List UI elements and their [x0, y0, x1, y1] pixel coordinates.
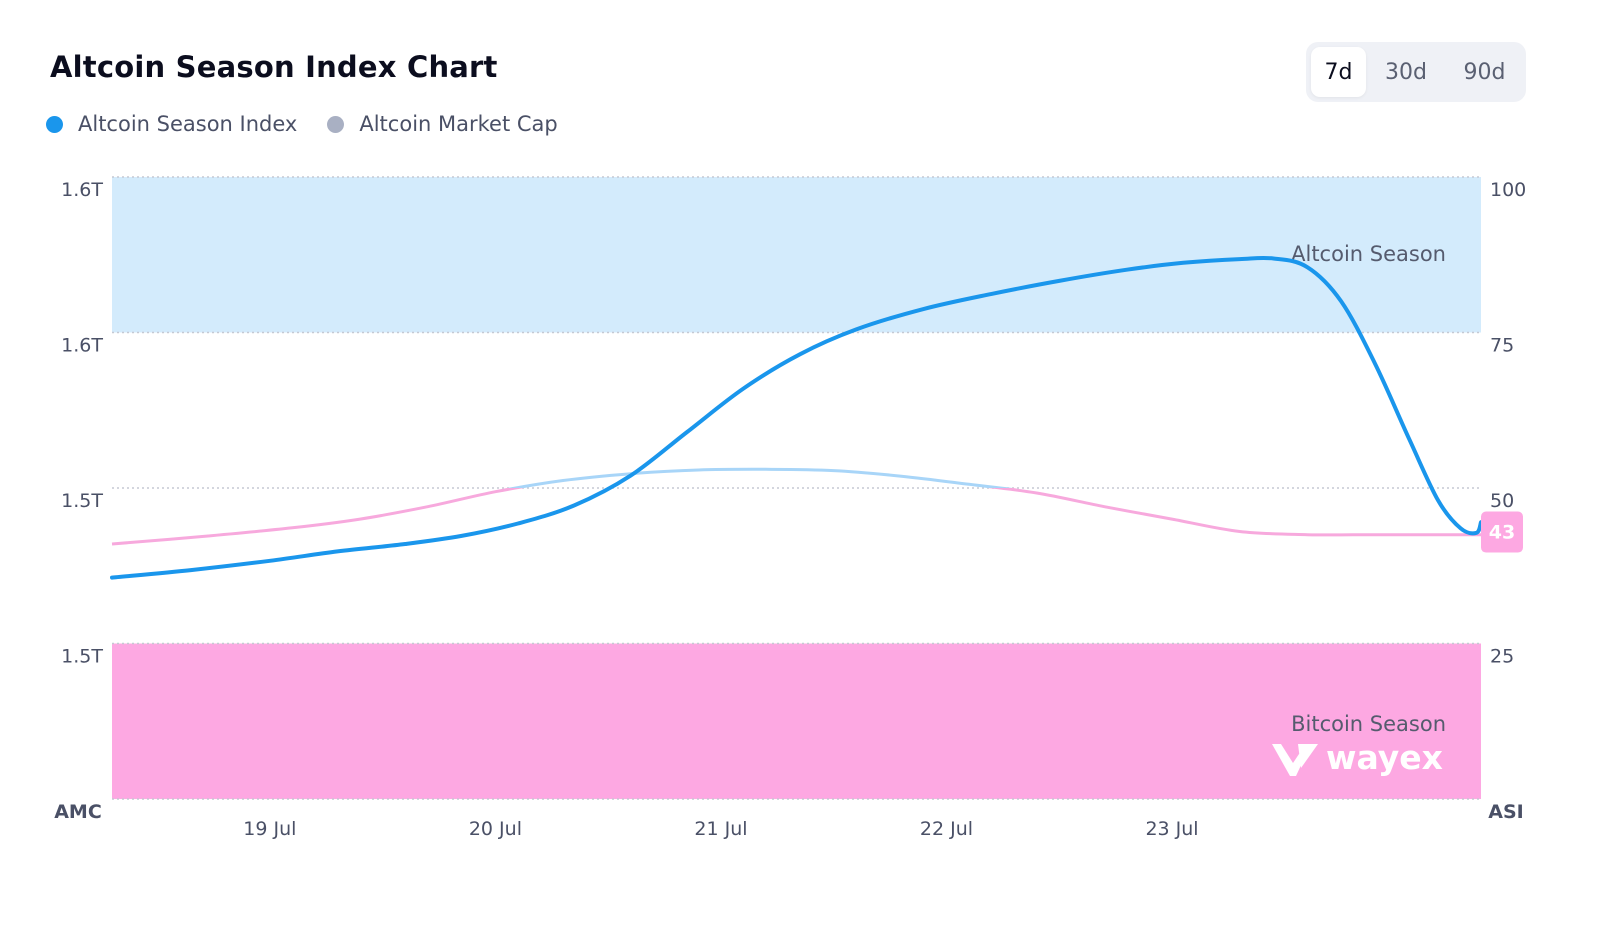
left-axis-tick-label: 1.5T: [61, 646, 103, 668]
altcoin-season-label: Altcoin Season: [1291, 242, 1446, 266]
current-value-text: 43: [1489, 522, 1515, 544]
altcoin-season-zone: [112, 177, 1481, 333]
current-value-badge-bg: [1481, 511, 1523, 553]
legend-label-index: Altcoin Season Index: [78, 112, 298, 136]
chart-legend: Altcoin Season Index Altcoin Market Cap: [46, 112, 588, 136]
legend-item-altcoin-market-cap[interactable]: Altcoin Market Cap: [327, 112, 558, 136]
left-axis-title: AMC: [54, 801, 102, 823]
x-axis-ticks: 19 Jul 20 Jul 21 Jul 22 Jul 23 Jul: [243, 818, 1198, 840]
left-axis-ticks: 1.6T 1.6T 1.5T 1.5T: [61, 179, 103, 668]
series-line-altcoin-market-cap-upper: [507, 467, 1013, 488]
x-axis-tick-label: 23 Jul: [1145, 818, 1198, 840]
range-7d-button[interactable]: 7d: [1311, 47, 1366, 97]
time-range-selector: 7d 30d 90d: [1306, 42, 1526, 102]
right-axis-title: ASI: [1488, 801, 1523, 823]
bitcoin-season-label: Bitcoin Season: [1291, 712, 1446, 736]
series-line-altcoin-market-cap-lower: [111, 488, 1481, 546]
left-axis-tick-label: 1.6T: [61, 179, 103, 201]
range-90d-button[interactable]: 90d: [1448, 47, 1521, 97]
legend-label-market-cap: Altcoin Market Cap: [359, 112, 558, 136]
x-axis-tick-label: 22 Jul: [920, 818, 973, 840]
bitcoin-season-zone: [112, 643, 1481, 799]
current-value-badge: 43: [1481, 511, 1523, 553]
left-axis-tick-label: 1.6T: [61, 335, 103, 357]
right-axis-tick-label: 100: [1490, 179, 1526, 201]
x-axis-tick-label: 21 Jul: [694, 818, 747, 840]
left-axis-tick-label: 1.5T: [61, 490, 103, 512]
x-axis-tick-label: 20 Jul: [469, 818, 522, 840]
right-axis-ticks: 100 75 50 25: [1490, 179, 1526, 668]
right-axis-tick-label: 50: [1490, 490, 1514, 512]
wayex-logo-icon: [1272, 744, 1318, 776]
gridlines: [112, 176, 1481, 800]
legend-item-altcoin-season-index[interactable]: Altcoin Season Index: [46, 112, 297, 136]
wayex-logo-text: wayex: [1326, 738, 1443, 777]
legend-dot-market-cap: [327, 115, 345, 133]
wayex-logo: wayex: [1272, 738, 1443, 777]
right-axis-tick-label: 75: [1490, 335, 1514, 357]
series-line-altcoin-season-index: [110, 255, 1483, 580]
right-axis-tick-label: 25: [1490, 646, 1514, 668]
legend-dot-index: [46, 115, 63, 133]
x-axis-tick-label: 19 Jul: [243, 818, 296, 840]
range-30d-button[interactable]: 30d: [1372, 47, 1440, 97]
page-title: Altcoin Season Index Chart: [50, 50, 498, 84]
